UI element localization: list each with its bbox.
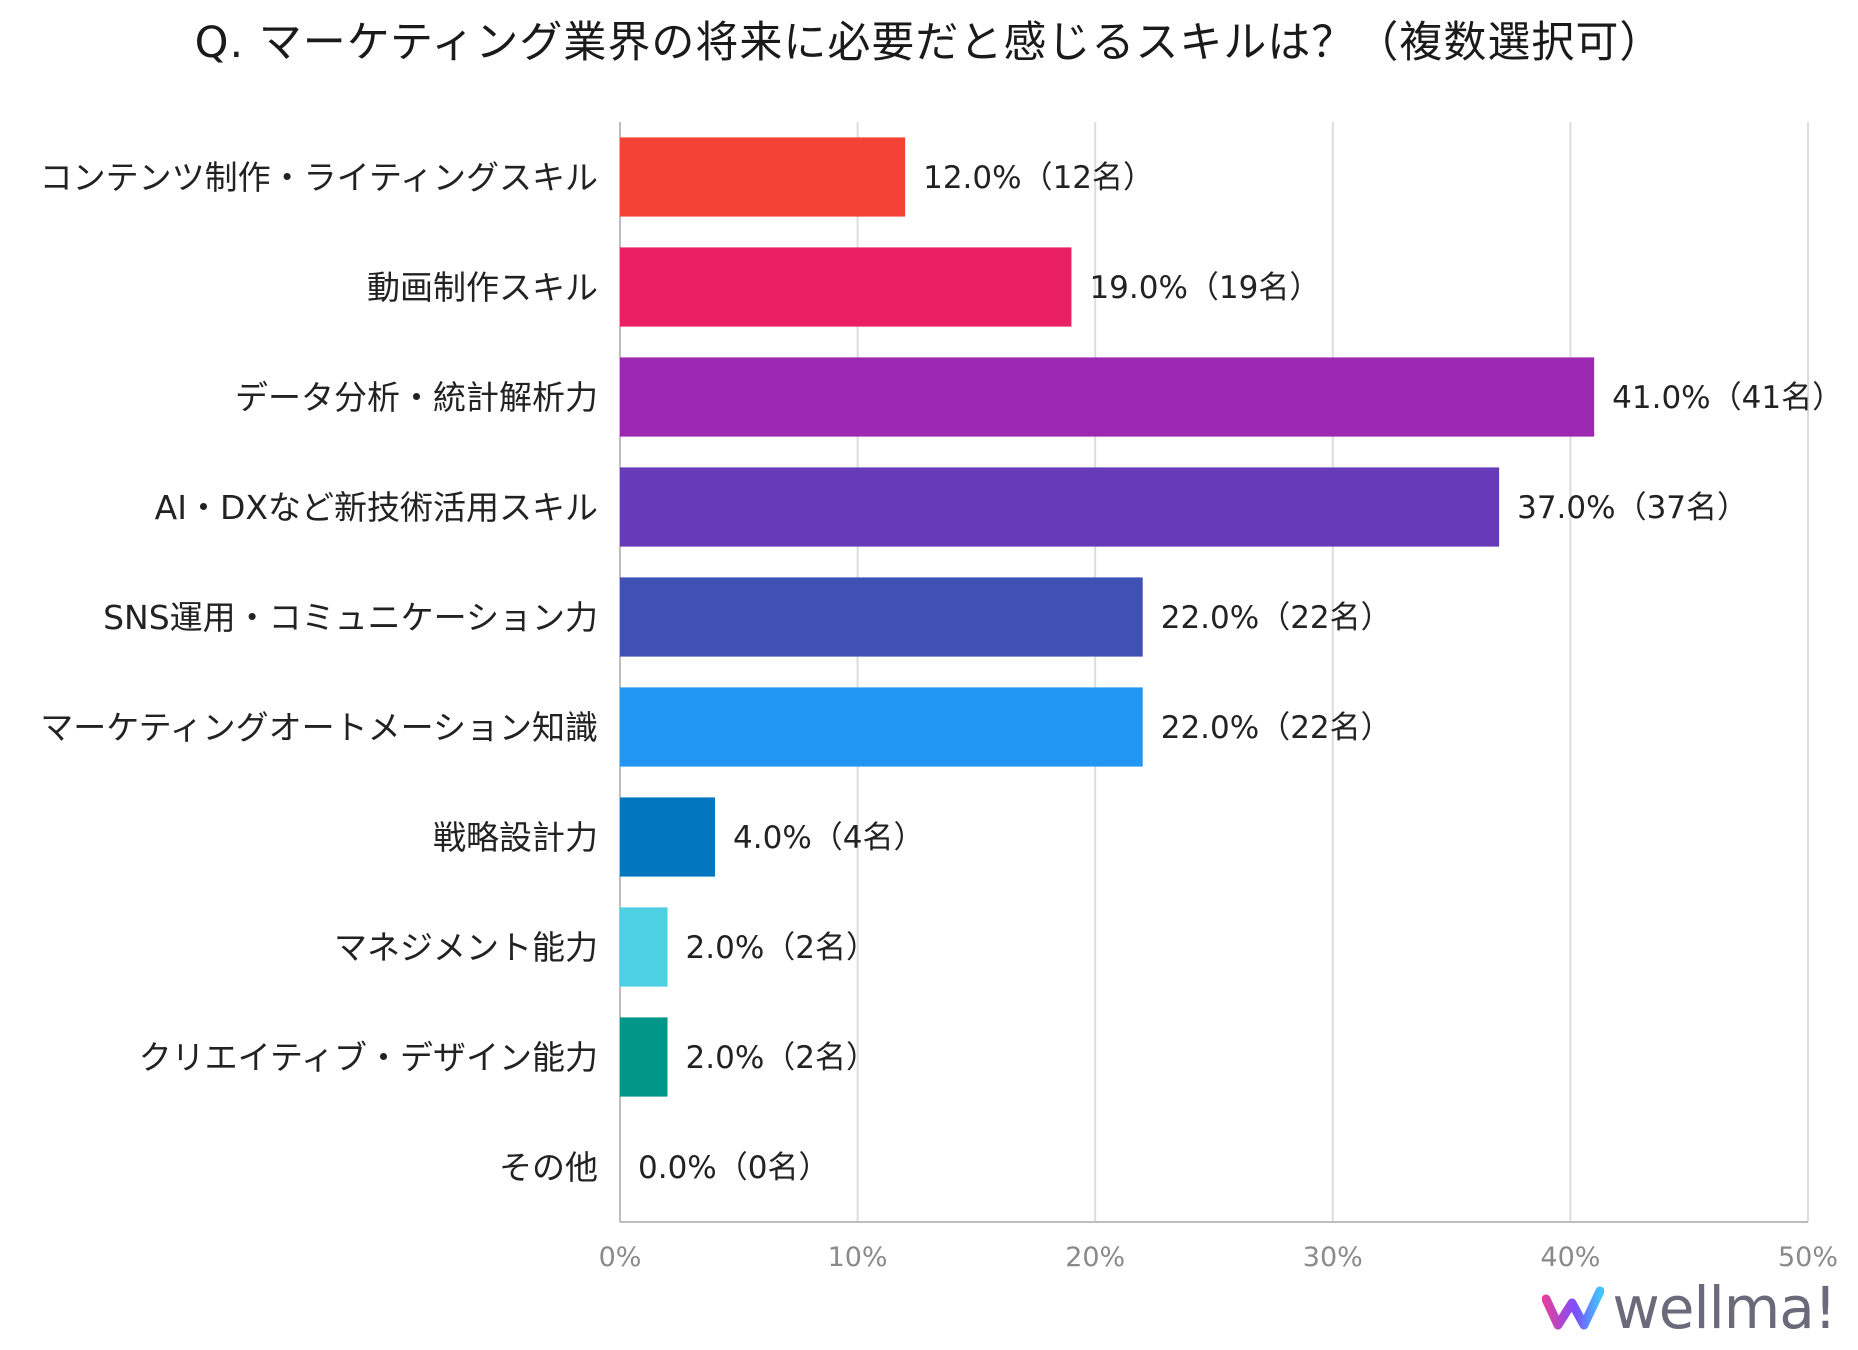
x-tick-label: 0% — [599, 1242, 642, 1273]
category-label: SNS運用・コミュニケーション力 — [103, 598, 598, 637]
category-label: クリエイティブ・デザイン能力 — [139, 1038, 598, 1077]
bar — [620, 577, 1143, 657]
data-label: 12.0%（12名） — [923, 160, 1154, 196]
category-label: 動画制作スキル — [367, 268, 598, 307]
bar — [620, 1017, 668, 1097]
x-tick-label: 40% — [1540, 1242, 1600, 1273]
category-label: データ分析・統計解析力 — [235, 378, 598, 417]
x-tick-label: 10% — [828, 1242, 888, 1273]
brand-logo: wellma! — [1542, 1274, 1837, 1342]
x-tick-label: 20% — [1065, 1242, 1125, 1273]
bar — [620, 137, 906, 217]
data-label: 22.0%（22名） — [1161, 710, 1392, 746]
category-label: コンテンツ制作・ライティングスキル — [40, 158, 598, 197]
category-label: 戦略設計力 — [433, 818, 598, 857]
data-label: 41.0%（41名） — [1612, 380, 1843, 416]
data-label: 0.0%（0名） — [638, 1150, 829, 1186]
bar — [620, 357, 1595, 437]
bar — [620, 247, 1072, 327]
bar — [620, 907, 668, 987]
chart-title: Q. マーケティング業界の将来に必要だと感じるスキルは？（複数選択可） — [194, 18, 1664, 68]
bar — [620, 797, 716, 877]
wellma-logo-icon — [1542, 1286, 1605, 1330]
x-tick-label: 30% — [1303, 1242, 1363, 1273]
data-label: 19.0%（19名） — [1089, 270, 1320, 306]
data-label: 2.0%（2名） — [686, 930, 877, 966]
data-label: 4.0%（4名） — [733, 820, 924, 856]
x-tick-label: 50% — [1778, 1242, 1838, 1273]
category-label: マネジメント能力 — [334, 928, 598, 967]
bar — [620, 687, 1143, 767]
data-label: 37.0%（37名） — [1517, 490, 1748, 526]
data-label: 22.0%（22名） — [1161, 600, 1392, 636]
bar — [620, 467, 1500, 547]
brand-name: wellma! — [1612, 1274, 1837, 1342]
category-label: その他 — [499, 1148, 598, 1187]
category-label: AI・DXなど新技術活用スキル — [155, 488, 598, 527]
category-label: マーケティングオートメーション知識 — [40, 708, 598, 747]
data-label: 2.0%（2名） — [686, 1040, 877, 1076]
